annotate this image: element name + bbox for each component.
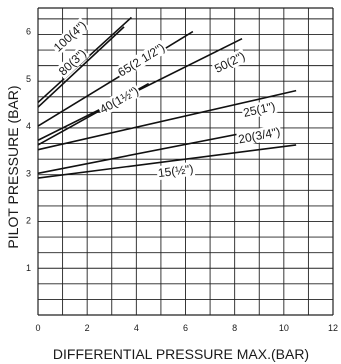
y-tick-label: 3 xyxy=(26,168,31,178)
series-label: 65(2 1/2") xyxy=(115,40,167,79)
series-label-background xyxy=(50,17,90,56)
y-tick-label: 4 xyxy=(26,121,31,131)
y-tick-label: 2 xyxy=(26,216,31,226)
series-label: 15(½") xyxy=(157,162,194,180)
series-label-background xyxy=(96,83,142,117)
series-label-background xyxy=(211,48,249,77)
series-lines xyxy=(37,16,297,179)
series-line xyxy=(37,89,297,151)
y-axis-title: PILOT PRESSURE (BAR) xyxy=(5,85,21,248)
series-label-background xyxy=(236,124,283,147)
x-tick-label: 0 xyxy=(35,323,40,333)
series-line xyxy=(37,37,243,141)
x-tick-label: 12 xyxy=(328,323,338,333)
series-label-group: 65(2 1/2") xyxy=(114,39,169,81)
series-label-group: 50(2") xyxy=(211,48,249,77)
series-line xyxy=(37,30,194,127)
x-tick-label: 8 xyxy=(232,323,237,333)
grid xyxy=(37,7,334,316)
series-line xyxy=(37,26,125,108)
series-label-group: 15(½") xyxy=(156,161,196,181)
series-label-background xyxy=(114,39,169,81)
x-axis-title: DIFFERENTIAL PRESSURE MAX.(BAR) xyxy=(53,346,309,362)
x-tick-label: 2 xyxy=(85,323,90,333)
series-label: 40(1½") xyxy=(97,84,141,117)
y-tick-label: 5 xyxy=(26,74,31,84)
series-label-group: 40(1½") xyxy=(96,83,142,117)
x-tick-label: 6 xyxy=(183,323,188,333)
x-tick-label: 10 xyxy=(279,323,289,333)
series-label-background xyxy=(156,161,196,181)
series-label-background xyxy=(240,98,278,121)
series-label-background xyxy=(55,45,90,80)
series-line xyxy=(37,144,297,179)
y-tick-label: 6 xyxy=(26,27,31,37)
series-label: 50(2") xyxy=(212,49,247,76)
y-tick-label: 1 xyxy=(26,263,31,273)
series-labels: 100(4")80(3") 65(2 1/2") 50(2")40(1½") 25(1… xyxy=(50,17,283,181)
x-tick-label: 4 xyxy=(134,323,139,333)
